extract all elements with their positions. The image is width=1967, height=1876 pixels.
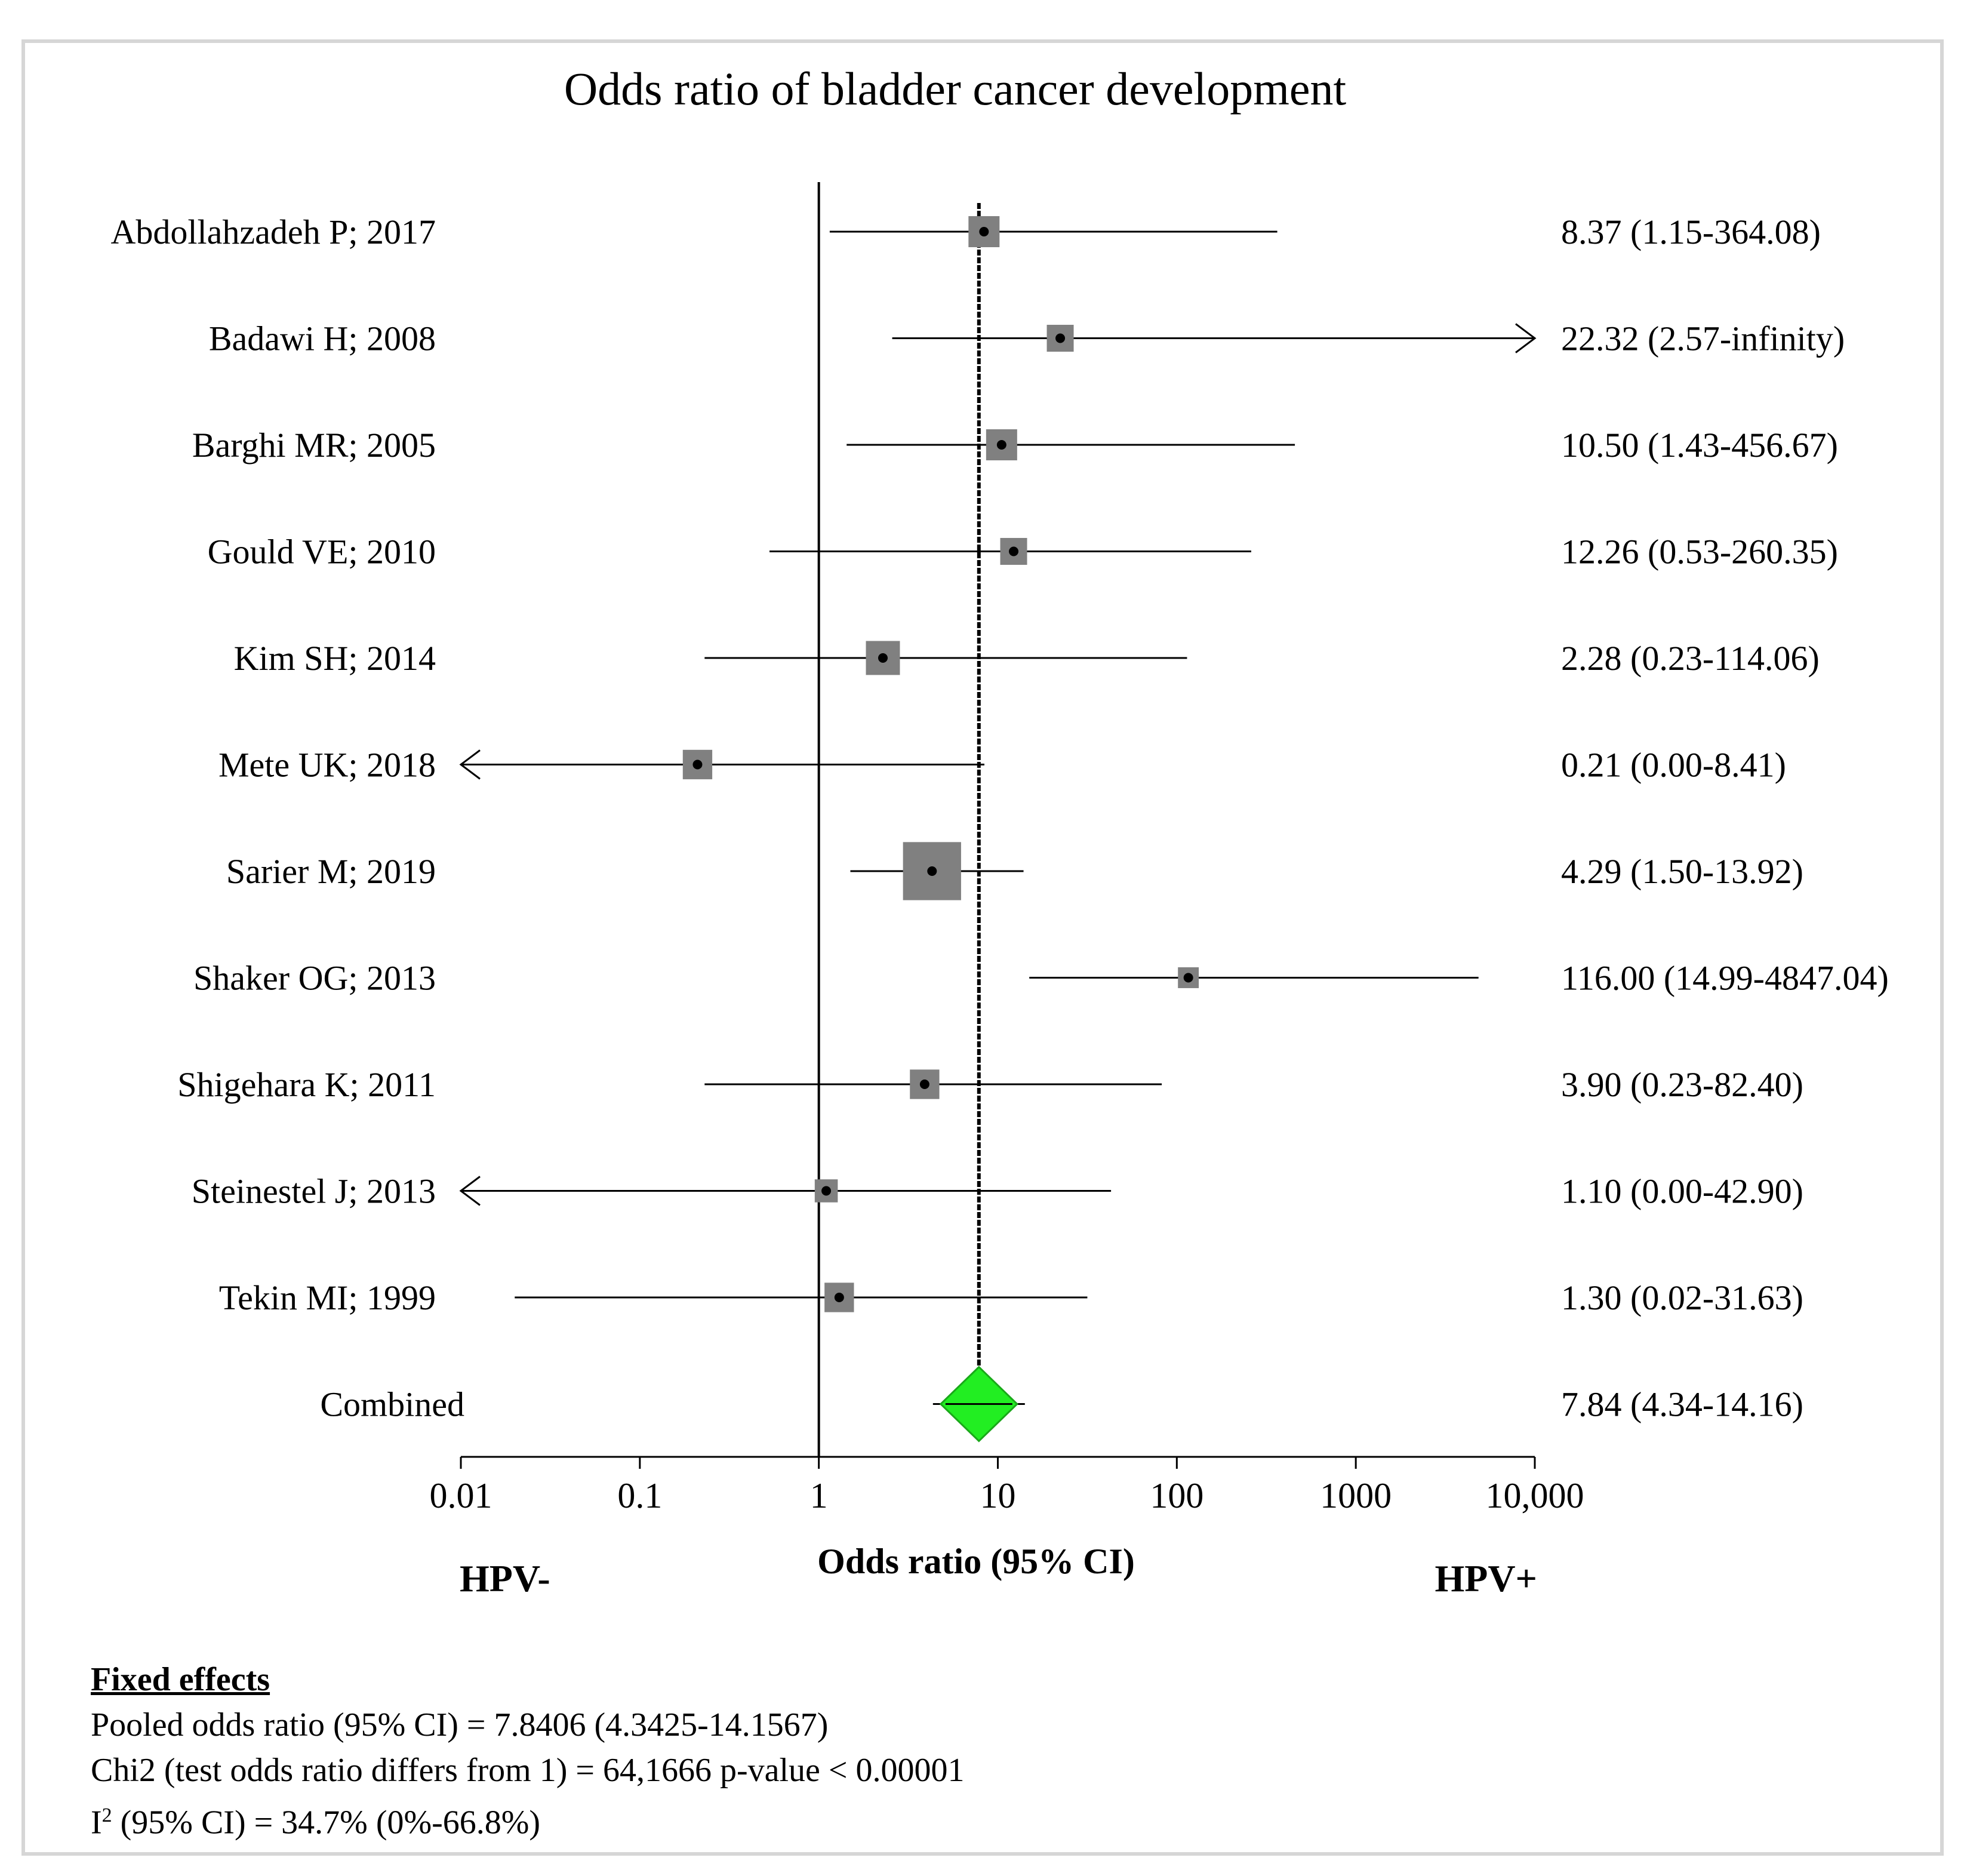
study-label-0: Abdollahzadeh P; 2017 [111, 213, 436, 251]
stats-block: Fixed effects Pooled odds ratio (95% CI)… [91, 1657, 964, 1846]
chart-title: Odds ratio of bladder cancer development [564, 63, 1347, 115]
study-or-text-8: 3.90 (0.23-82.40) [1561, 1065, 1803, 1104]
study-or-text-2: 10.50 (1.43-456.67) [1561, 426, 1838, 465]
study-or-text-10: 1.30 (0.02-31.63) [1561, 1278, 1803, 1317]
study-label-8: Shigehara K; 2011 [177, 1065, 436, 1104]
x-tick-label-3: 10 [980, 1476, 1016, 1515]
stats-i2-sup: 2 [101, 1804, 112, 1826]
study-label-6: Sarier M; 2019 [226, 852, 436, 891]
stats-i2-prefix: I [91, 1804, 102, 1841]
study-label-9: Steinestel J; 2013 [192, 1172, 436, 1211]
point-estimate-1 [1055, 333, 1066, 343]
x-tick-label-5: 1000 [1320, 1476, 1392, 1515]
x-tick-label-1: 0.1 [617, 1476, 662, 1515]
stats-heading: Fixed effects [91, 1661, 270, 1698]
point-estimate-9 [821, 1186, 832, 1196]
study-or-text-0: 8.37 (1.15-364.08) [1561, 213, 1821, 251]
right-annotation: HPV+ [1435, 1557, 1537, 1600]
stats-chi2: Chi2 (test odds ratio differs from 1) = … [91, 1752, 965, 1789]
stats-pooled: Pooled odds ratio (95% CI) = 7.8406 (4.3… [91, 1706, 829, 1743]
combined-or-text: 7.84 (4.34-14.16) [1561, 1385, 1803, 1424]
study-label-10: Tekin MI; 1999 [219, 1278, 436, 1317]
point-estimate-3 [1009, 546, 1019, 556]
point-estimate-7 [1183, 973, 1193, 983]
ci-arrow-left-5 [459, 749, 481, 780]
stats-i2: I2 (95% CI) = 34.7% (0%-66.8%) [91, 1793, 964, 1846]
stats-i2-rest: (95% CI) = 34.7% (0%-66.8%) [112, 1804, 541, 1841]
x-tick-label-6: 10,000 [1486, 1476, 1584, 1515]
study-or-text-9: 1.10 (0.00-42.90) [1561, 1172, 1803, 1211]
point-estimate-6 [927, 866, 937, 876]
study-label-3: Gould VE; 2010 [208, 533, 436, 571]
x-tick-label-0: 0.01 [430, 1476, 492, 1515]
study-or-text-7: 116.00 (14.99-4847.04) [1561, 959, 1889, 998]
study-label-2: Barghi MR; 2005 [192, 426, 436, 465]
study-or-text-1: 22.32 (2.57-infinity) [1561, 319, 1845, 358]
study-label-5: Mete UK; 2018 [218, 746, 436, 785]
point-estimate-8 [919, 1080, 929, 1089]
x-tick-label-4: 100 [1150, 1476, 1203, 1515]
point-estimate-10 [834, 1293, 844, 1302]
study-label-4: Kim SH; 2014 [234, 639, 436, 678]
study-label-1: Badawi H; 2008 [209, 319, 436, 358]
point-estimate-5 [692, 759, 703, 770]
ci-arrow-right-1 [1515, 323, 1537, 353]
x-tick-label-2: 1 [810, 1476, 828, 1515]
point-estimate-0 [979, 227, 989, 236]
point-estimate-2 [996, 440, 1006, 450]
point-estimate-4 [878, 653, 888, 663]
ci-arrow-left-9 [459, 1176, 481, 1206]
x-axis-label: Odds ratio (95% CI) [817, 1542, 1135, 1581]
study-or-text-4: 2.28 (0.23-114.06) [1561, 639, 1820, 678]
figure-frame [21, 39, 1944, 1856]
study-label-7: Shaker OG; 2013 [193, 959, 436, 998]
study-or-text-6: 4.29 (1.50-13.92) [1561, 852, 1803, 891]
combined-label: Combined [320, 1385, 464, 1424]
study-or-text-5: 0.21 (0.00-8.41) [1561, 746, 1786, 785]
study-or-text-3: 12.26 (0.53-260.35) [1561, 533, 1838, 571]
forest-plot: Odds ratio of bladder cancer development… [111, 63, 1889, 1600]
left-annotation: HPV- [460, 1557, 550, 1600]
